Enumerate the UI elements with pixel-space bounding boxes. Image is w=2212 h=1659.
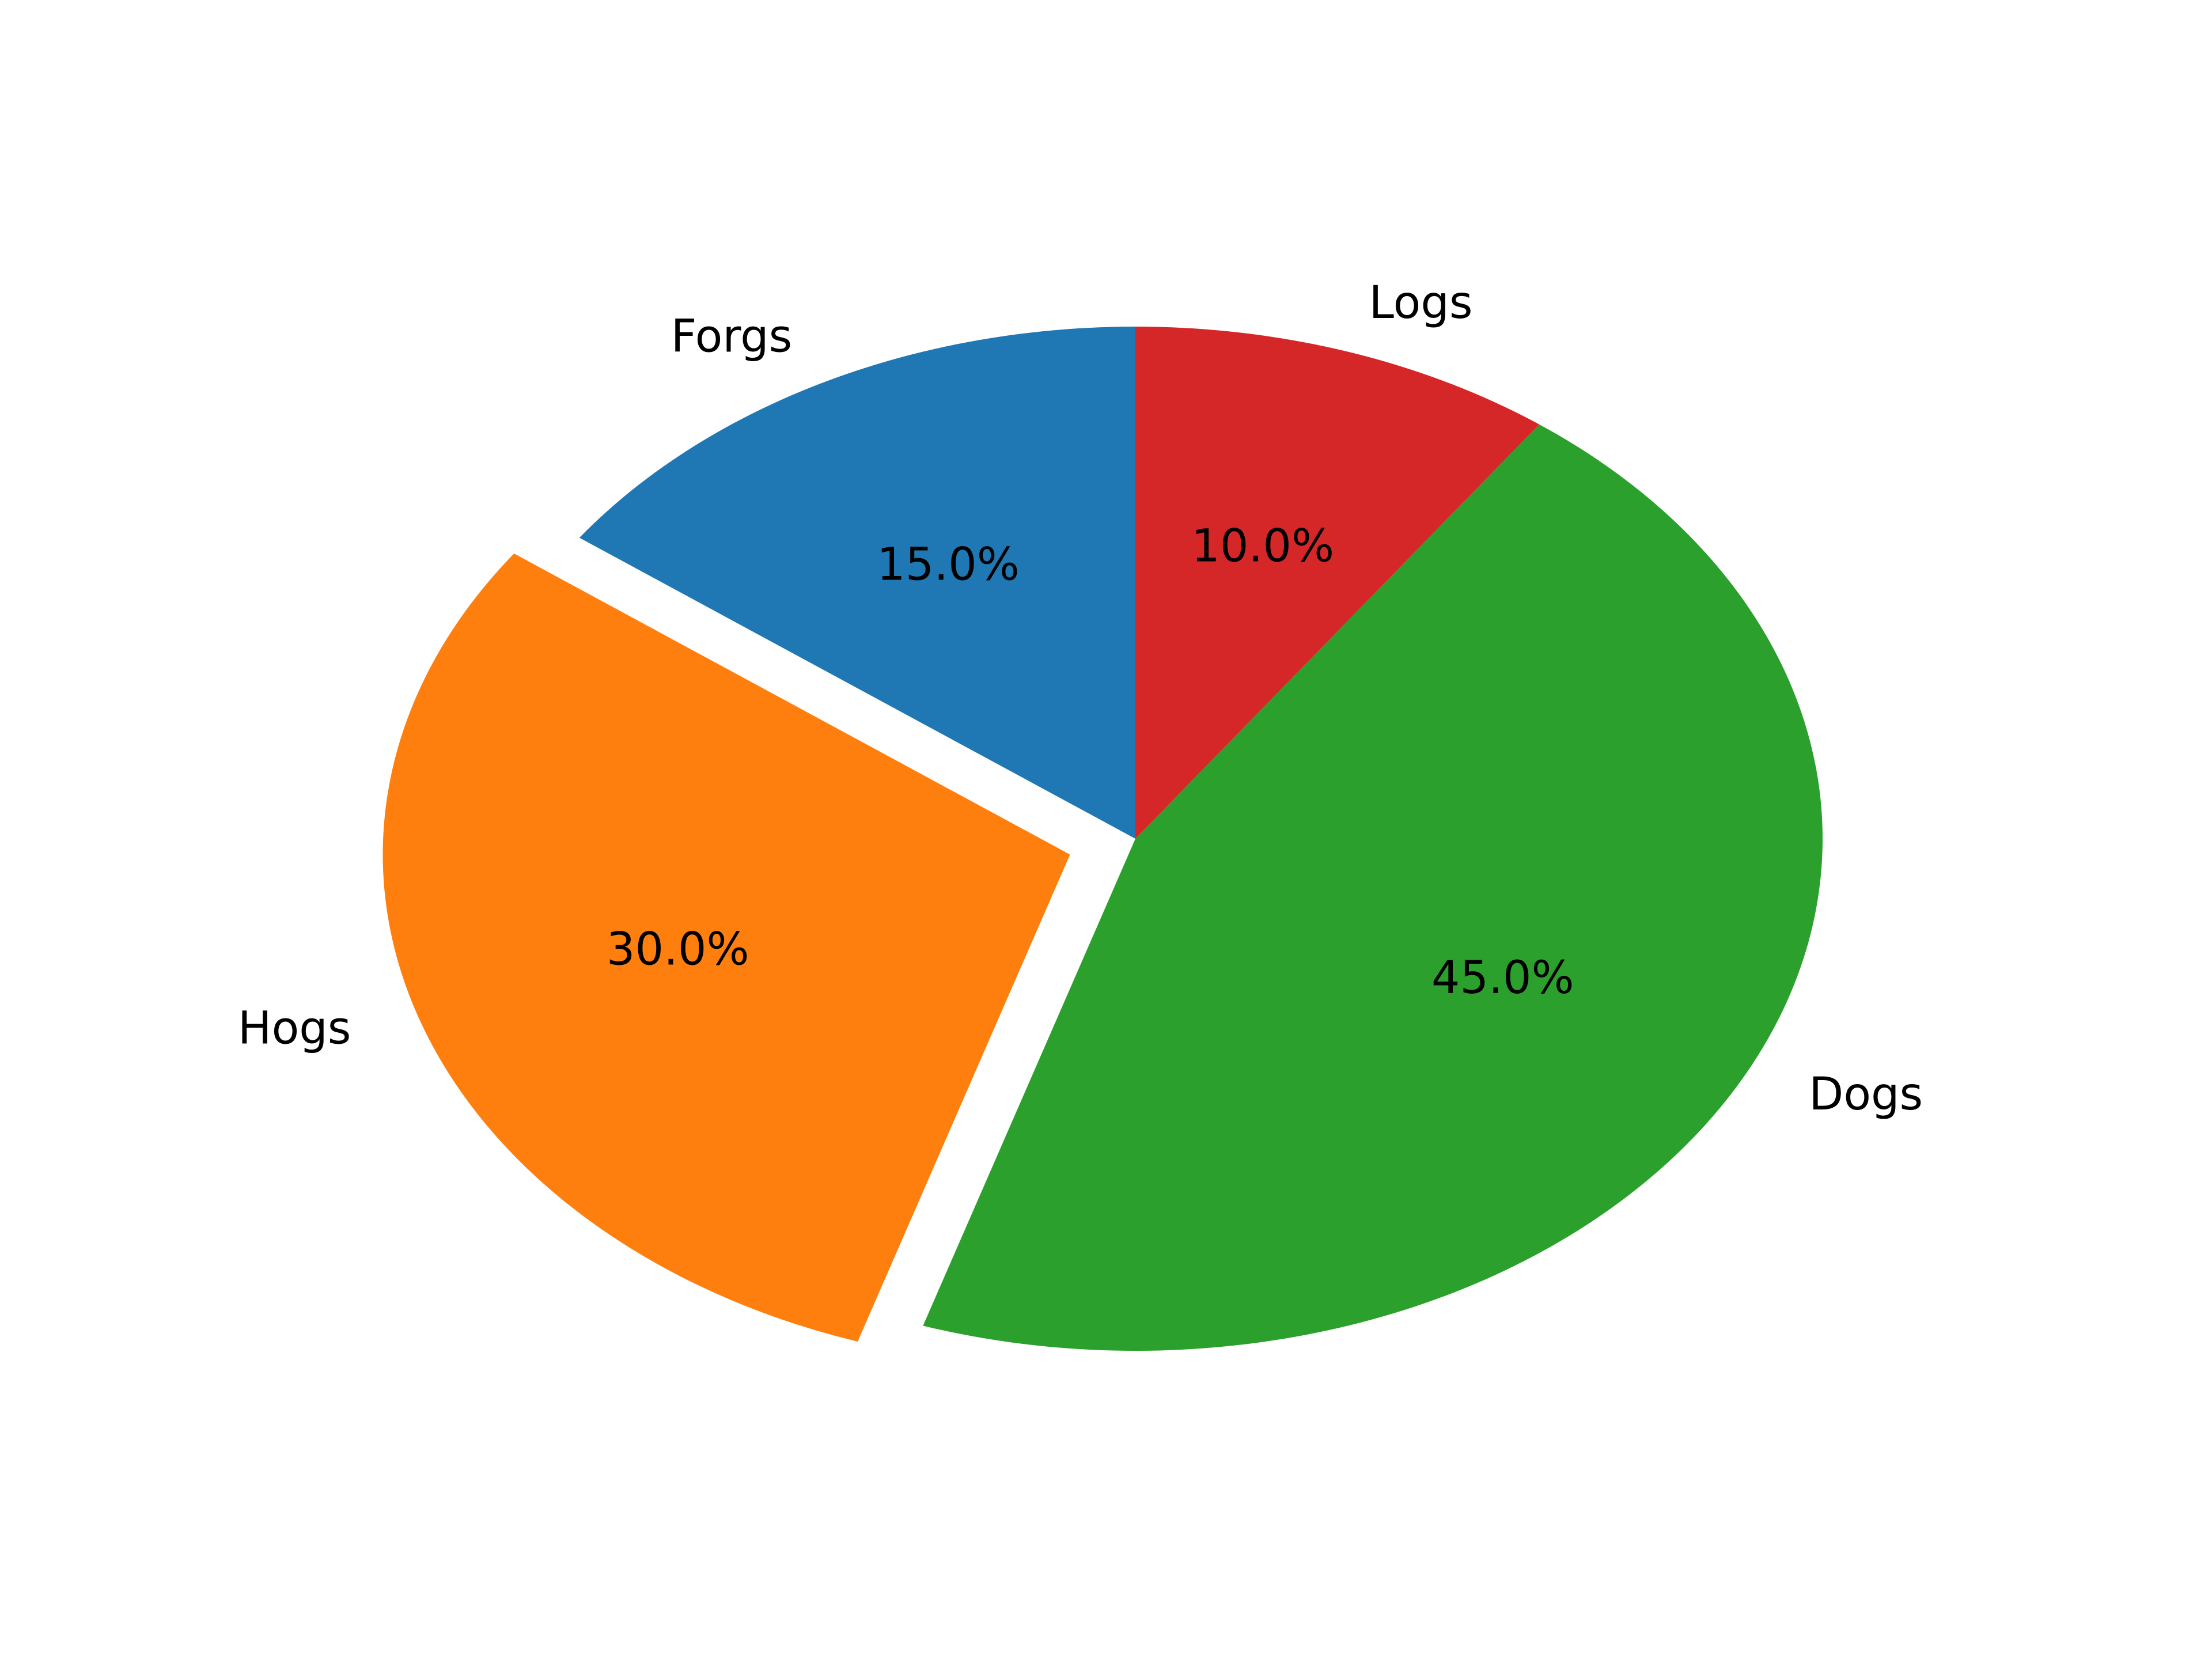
pie-slice (382, 553, 1070, 1342)
pie-slice (1135, 327, 1540, 839)
slice-label: Logs (1369, 277, 1473, 329)
slice-label: Dogs (1809, 1069, 1923, 1120)
value-label: 45.0% (1431, 952, 1574, 1004)
value-label: 30.0% (607, 923, 749, 975)
slice-label: Hogs (238, 1003, 351, 1055)
value-label: 15.0% (877, 539, 1020, 591)
pie-slice (923, 424, 1823, 1351)
slice-label: Forgs (671, 311, 793, 363)
pie-slice (579, 327, 1135, 839)
value-label: 10.0% (1191, 521, 1334, 573)
